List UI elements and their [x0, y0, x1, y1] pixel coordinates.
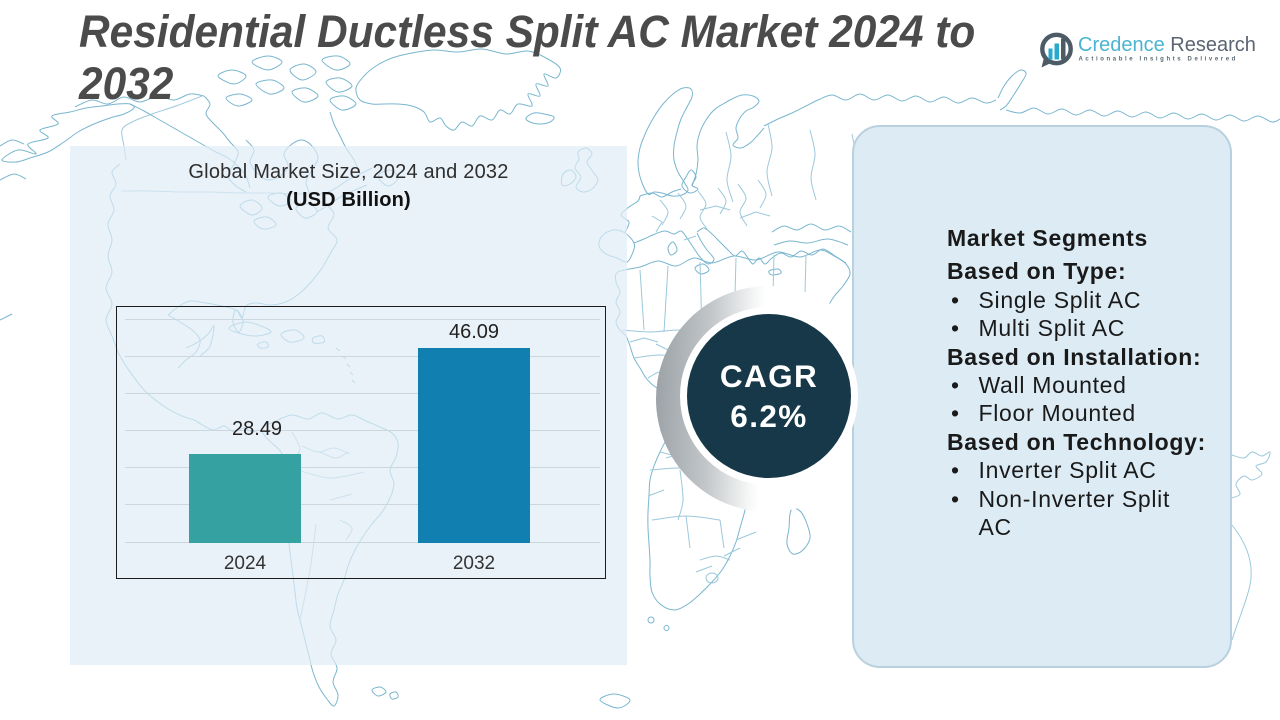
svg-text:Credence Research: Credence Research — [1078, 34, 1256, 56]
svg-text:Actionable Insights Delivered: Actionable Insights Delivered — [1079, 57, 1238, 63]
